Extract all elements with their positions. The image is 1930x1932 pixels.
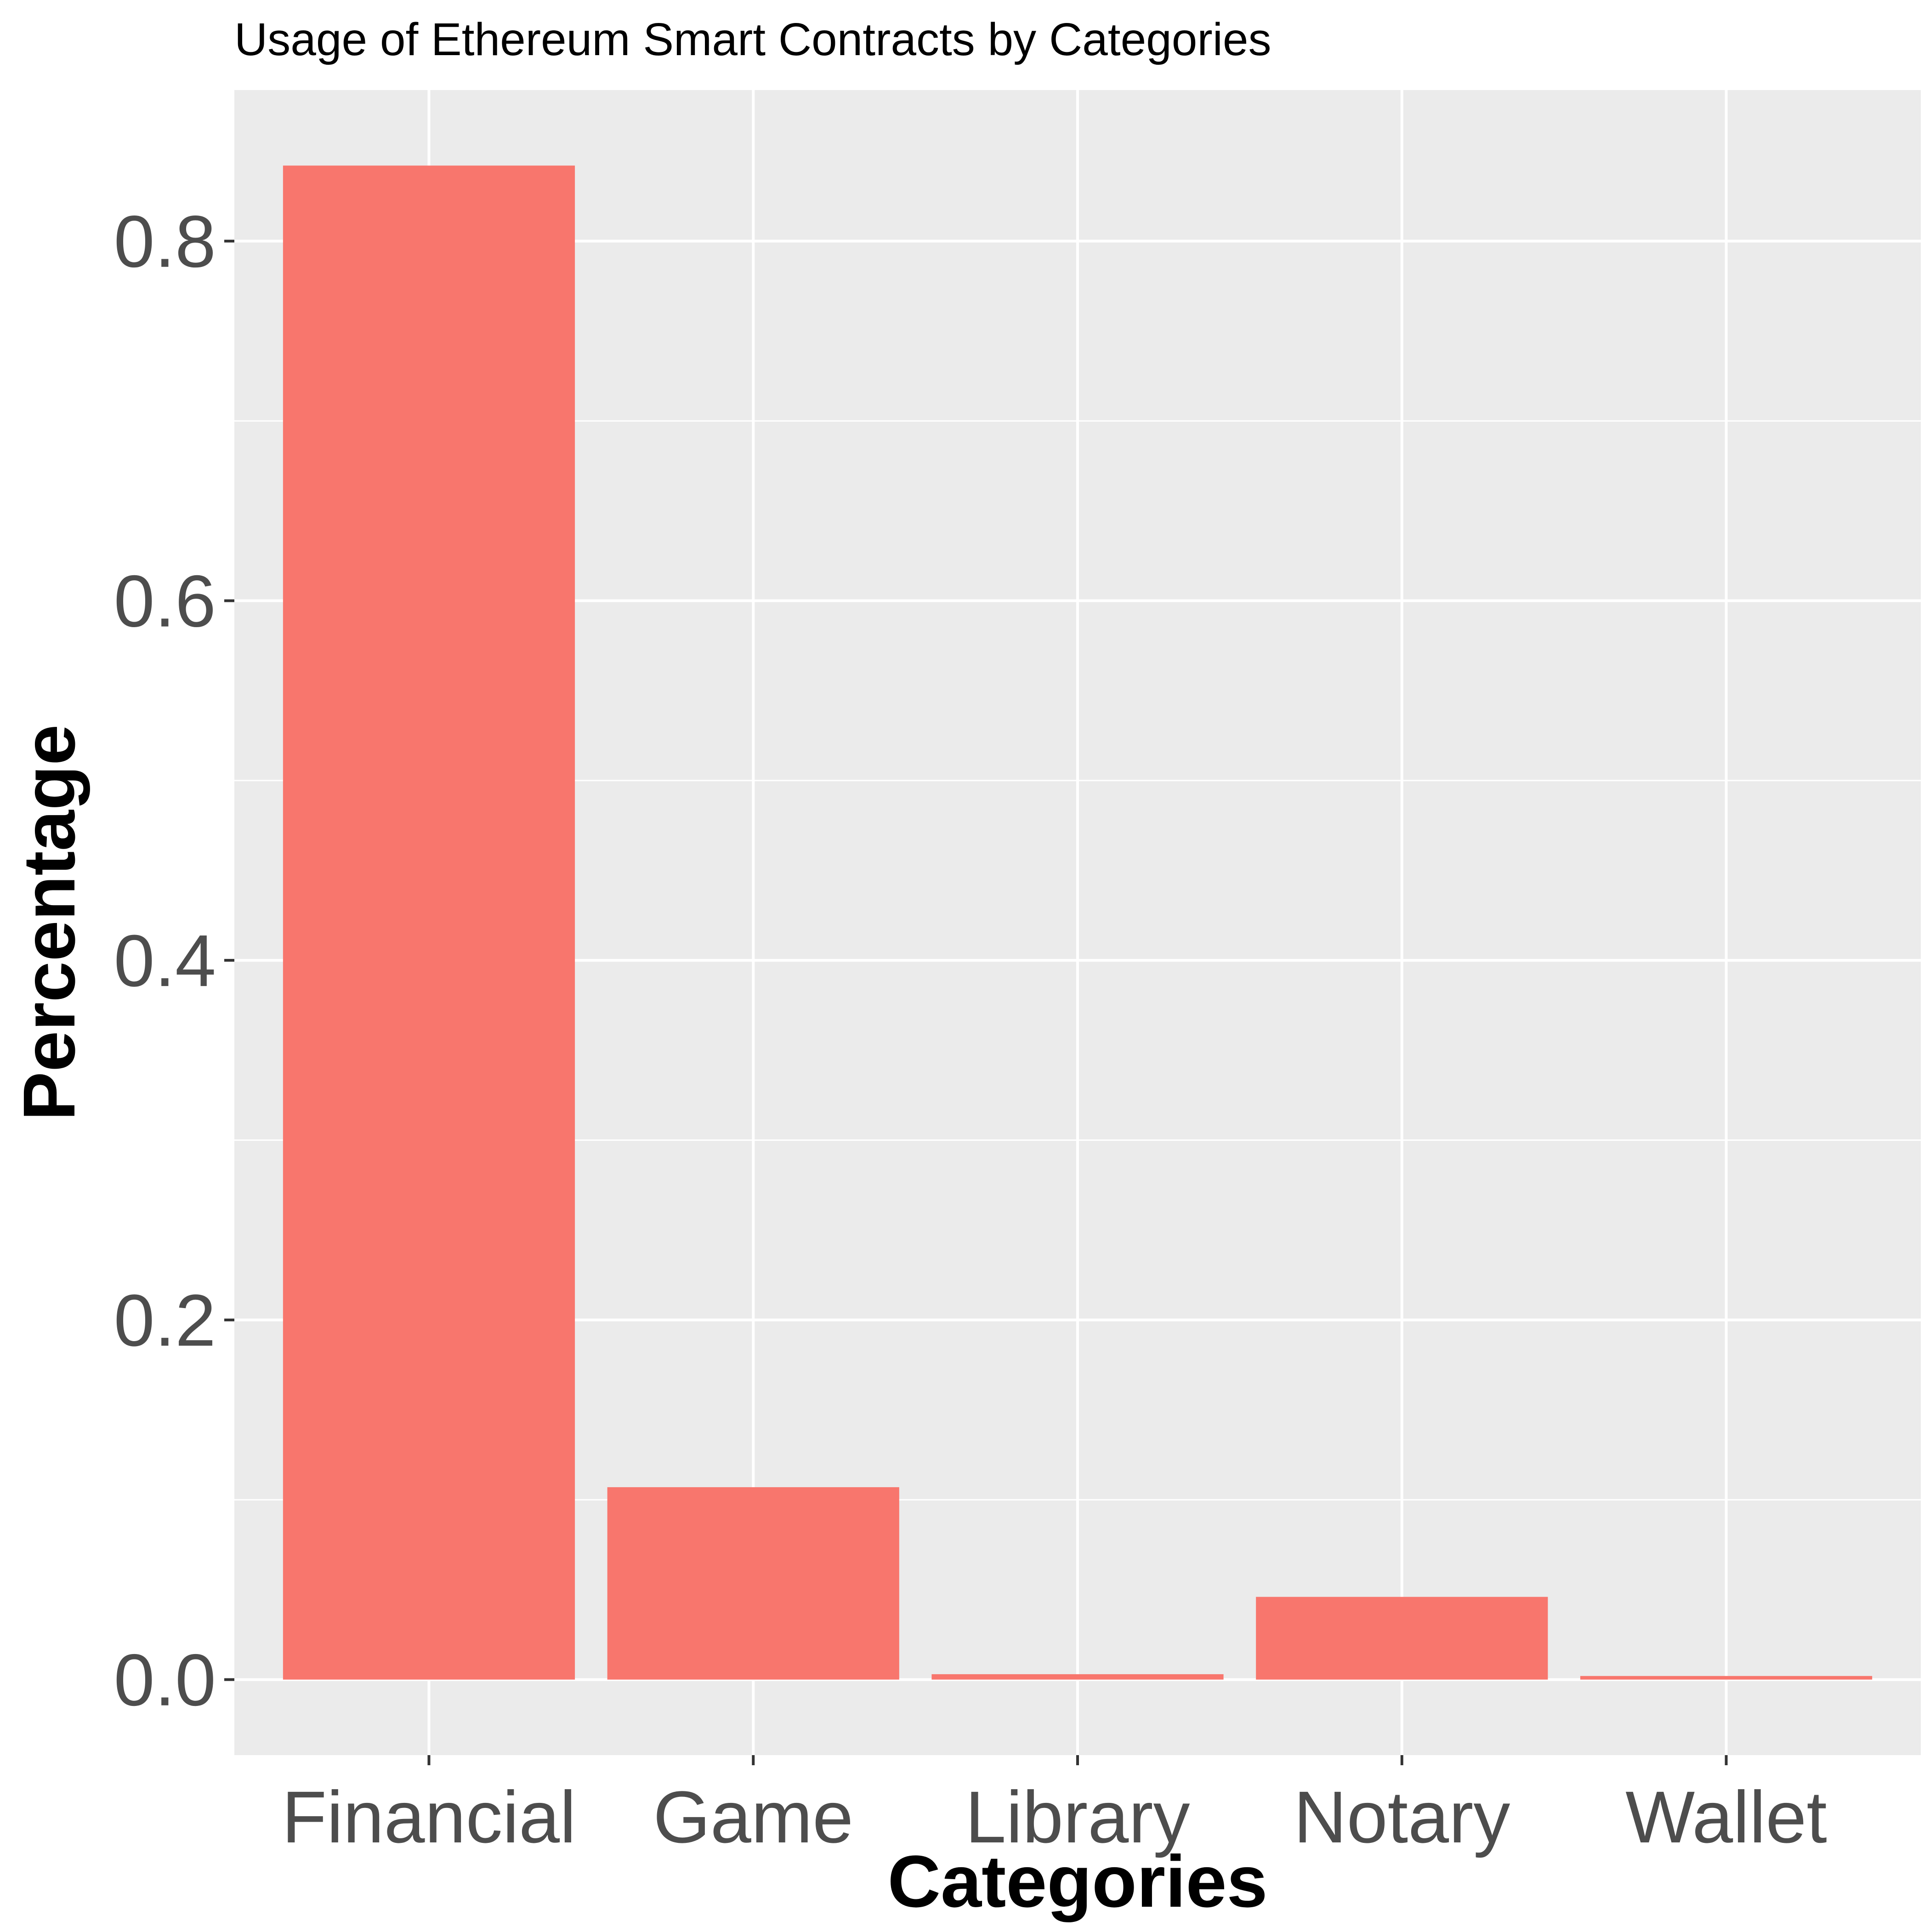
- chart-title: Usage of Ethereum Smart Contracts by Cat…: [234, 14, 1272, 65]
- y-tick-label: 0.4: [114, 919, 216, 1002]
- bar-game: [607, 1487, 899, 1680]
- bar-notary: [1256, 1597, 1548, 1680]
- y-tick-label: 0.0: [114, 1639, 216, 1721]
- bar-wallet: [1580, 1676, 1873, 1680]
- y-axis-ticks: 0.0 0.2 0.4 0.6 0.8: [114, 200, 234, 1721]
- x-tick-label: Financial: [282, 1776, 576, 1858]
- bar-financial: [283, 165, 575, 1680]
- y-axis-title: Percentage: [8, 725, 90, 1121]
- x-axis-title: Categories: [888, 1840, 1268, 1922]
- x-tick-label: Wallet: [1625, 1776, 1827, 1858]
- x-tick-label: Game: [653, 1776, 853, 1858]
- y-tick-label: 0.8: [114, 200, 216, 283]
- x-axis-ticks: Financial Game Library Notary Wallet: [282, 1755, 1827, 1858]
- x-tick-label: Notary: [1294, 1776, 1510, 1858]
- y-tick-label: 0.6: [114, 560, 216, 642]
- bars: [283, 165, 1873, 1680]
- bar-library: [931, 1674, 1224, 1680]
- y-tick-label: 0.2: [114, 1279, 216, 1361]
- x-tick-label: Library: [965, 1776, 1190, 1858]
